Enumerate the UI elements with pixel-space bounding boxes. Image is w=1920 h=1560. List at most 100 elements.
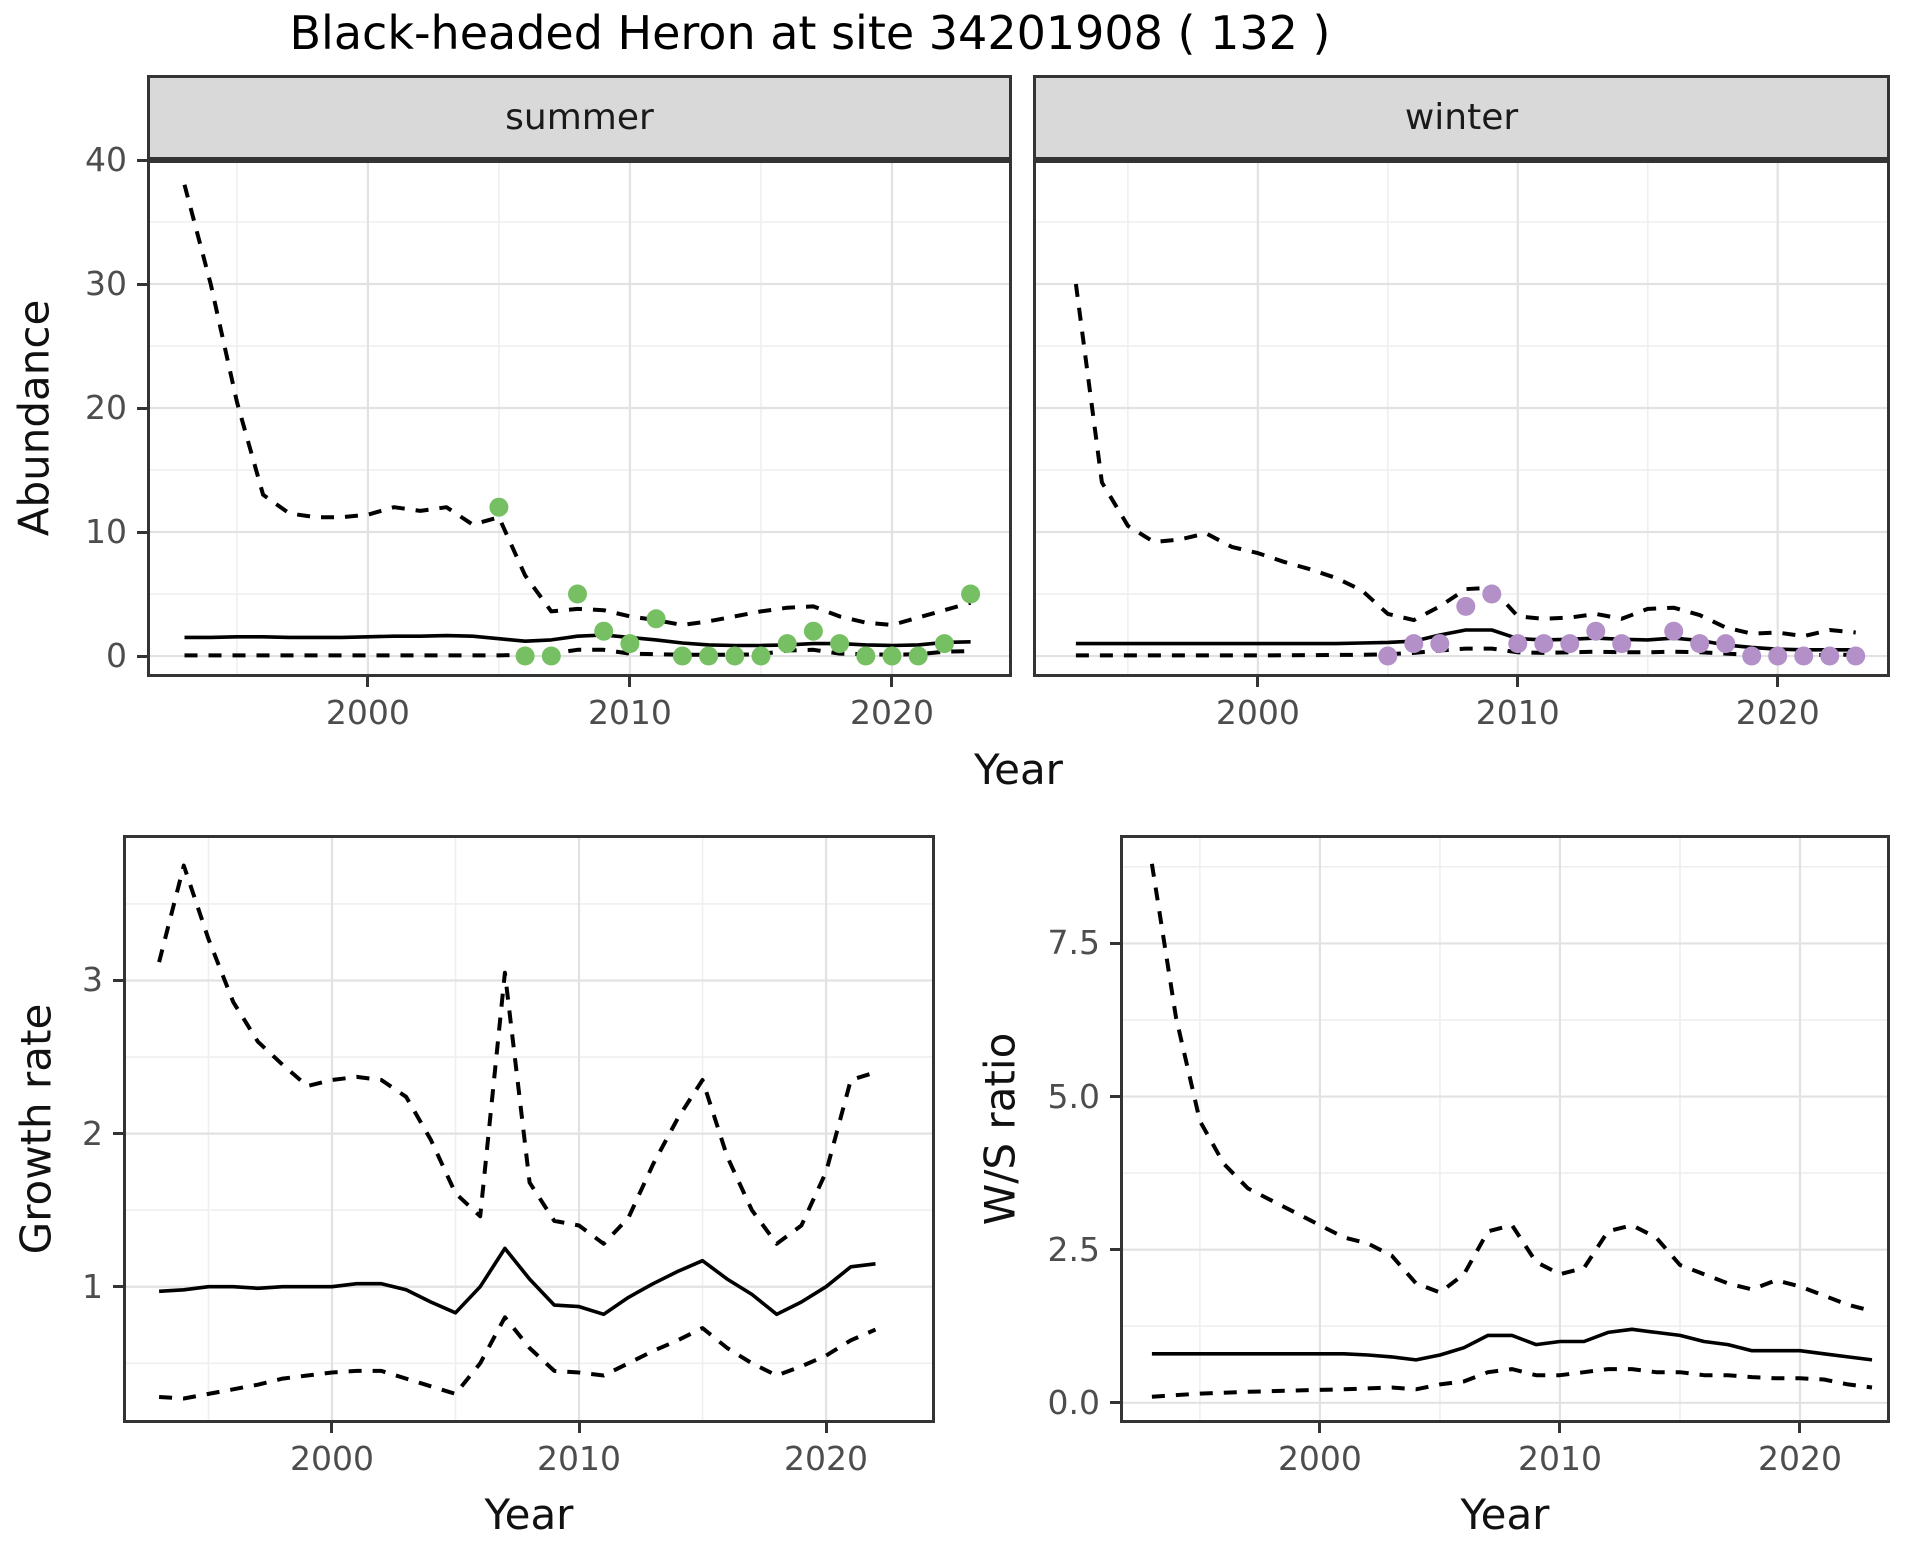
y-tick-mark xyxy=(137,654,147,658)
data-point xyxy=(1664,621,1684,641)
ws-ratio-axis-title: W/S ratio xyxy=(975,1032,1025,1226)
y-tick-mark xyxy=(113,978,123,982)
data-point xyxy=(1586,621,1606,641)
year-axis-title-top: Year xyxy=(974,745,1063,794)
data-point xyxy=(1820,646,1840,666)
data-point xyxy=(1612,634,1632,654)
lower_95ci-line xyxy=(1075,646,1856,658)
abundance_summer-plot xyxy=(147,160,1012,677)
y-tick-mark xyxy=(137,158,147,162)
upper_95ci-line xyxy=(1149,863,1873,1313)
y-tick-mark xyxy=(113,1132,123,1136)
data-point xyxy=(646,609,666,629)
x-tick-mark xyxy=(1558,1423,1562,1433)
x-tick-mark xyxy=(1318,1423,1322,1433)
panel-border xyxy=(123,835,935,1423)
x-tick-label: 2000 xyxy=(1277,1439,1362,1478)
lower_95ci-line xyxy=(158,1315,877,1401)
data-point xyxy=(620,634,640,654)
data-point xyxy=(882,646,902,666)
facet-strip-summer: summer xyxy=(147,75,1012,160)
y-tick-label: 1 xyxy=(82,1266,103,1306)
lower_95ci-line xyxy=(184,647,971,658)
x-tick-mark xyxy=(1798,1423,1802,1433)
median-line xyxy=(1075,628,1856,652)
upper_95ci-line xyxy=(182,184,972,627)
data-point xyxy=(568,584,587,604)
data-point xyxy=(961,584,981,604)
x-tick-mark xyxy=(577,1423,581,1433)
x-tick-mark xyxy=(1516,677,1520,687)
abundance_winter-plot xyxy=(1033,160,1890,677)
data-point xyxy=(1508,634,1528,654)
y-tick-label: 2 xyxy=(82,1113,103,1153)
upper_95ci-line xyxy=(157,863,877,1246)
median-line xyxy=(158,1246,876,1317)
x-tick-mark xyxy=(890,677,894,687)
y-tick-mark xyxy=(1110,941,1120,945)
data-point xyxy=(1768,646,1788,666)
x-tick-mark xyxy=(366,677,370,687)
data-point xyxy=(1430,634,1450,654)
x-tick-mark xyxy=(330,1423,334,1433)
x-tick-mark xyxy=(824,1423,828,1433)
data-point xyxy=(908,646,928,666)
data-point xyxy=(856,646,876,666)
facet-strip-winter-label: winter xyxy=(1404,97,1519,138)
y-tick-mark xyxy=(137,282,147,286)
y-tick-label: 0 xyxy=(106,636,127,676)
data-point xyxy=(725,646,745,666)
y-tick-label: 10 xyxy=(85,512,127,552)
lower_95ci-line xyxy=(1151,1367,1873,1399)
y-tick-label: 0.0 xyxy=(1047,1382,1100,1422)
data-point xyxy=(1560,634,1580,654)
y-tick-mark xyxy=(1110,1095,1120,1099)
x-tick-mark xyxy=(628,677,632,687)
upper_95ci-line xyxy=(1073,283,1856,639)
data-point xyxy=(1378,646,1398,666)
data-point xyxy=(1690,634,1710,654)
year-axis-title-growth: Year xyxy=(484,1490,574,1539)
year-axis-title-ws: Year xyxy=(1460,1490,1550,1539)
y-tick-mark xyxy=(113,1285,123,1289)
data-point xyxy=(830,634,850,654)
facet-strip-summer-label: summer xyxy=(505,97,654,138)
observed_counts-points xyxy=(489,497,981,666)
facet-strip-winter: winter xyxy=(1033,75,1890,160)
x-tick-label: 2020 xyxy=(1757,1439,1842,1478)
panel-border xyxy=(1120,835,1890,1423)
data-point xyxy=(541,646,561,666)
data-point xyxy=(1742,646,1762,666)
chart-title: Black-headed Heron at site 34201908 ( 13… xyxy=(289,6,1331,60)
median-line xyxy=(1151,1327,1873,1362)
data-point xyxy=(1456,596,1476,616)
y-tick-label: 2.5 xyxy=(1047,1229,1100,1269)
y-tick-label: 40 xyxy=(85,140,127,179)
data-point xyxy=(1404,634,1424,654)
data-point xyxy=(699,646,719,666)
y-tick-mark xyxy=(137,530,147,534)
data-point xyxy=(1482,584,1502,604)
y-tick-mark xyxy=(1110,1248,1120,1252)
panel-border xyxy=(147,160,1012,677)
x-tick-label: 2010 xyxy=(1475,693,1560,732)
data-point xyxy=(1716,634,1736,654)
data-point xyxy=(1846,646,1866,666)
data-point xyxy=(1534,634,1554,654)
y-tick-label: 7.5 xyxy=(1047,923,1100,963)
data-point xyxy=(934,634,954,654)
data-point xyxy=(672,646,692,666)
x-tick-mark xyxy=(1256,677,1260,687)
x-tick-label: 2020 xyxy=(784,1439,869,1478)
data-point xyxy=(489,497,509,517)
data-point xyxy=(803,621,823,641)
gridlines xyxy=(1120,835,1890,1423)
y-tick-mark xyxy=(1110,1401,1120,1405)
y-tick-label: 5.0 xyxy=(1047,1076,1100,1116)
y-tick-mark xyxy=(137,406,147,410)
data-point xyxy=(1794,646,1814,666)
data-point xyxy=(751,646,771,666)
data-point xyxy=(515,646,535,666)
x-tick-label: 2010 xyxy=(587,693,672,732)
